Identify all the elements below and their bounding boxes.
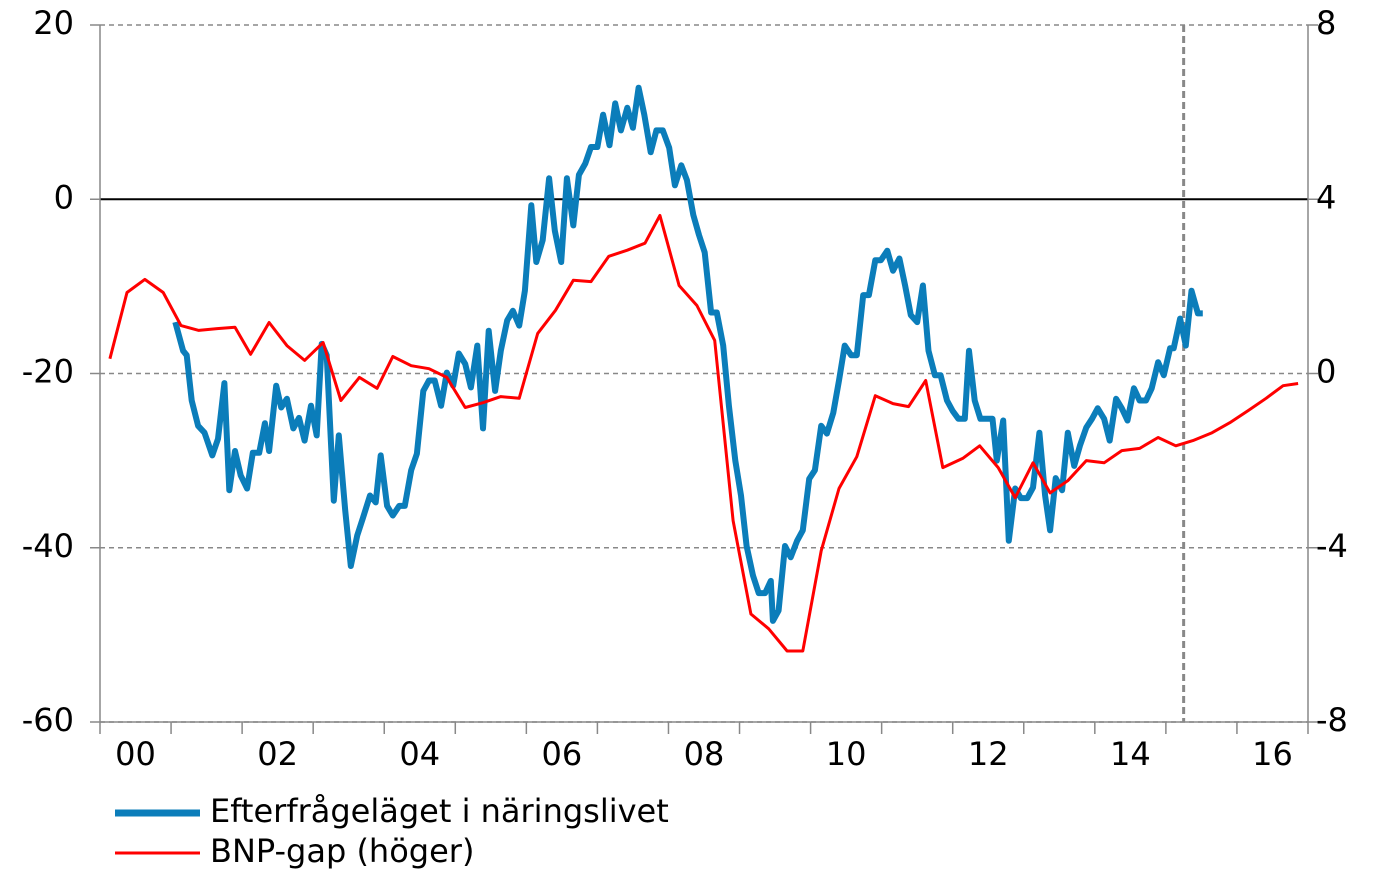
x-tick-label: 08 <box>684 735 725 773</box>
y2-tick-label: 0 <box>1316 353 1336 391</box>
series-line <box>172 84 1203 624</box>
x-tick-label: 14 <box>1110 735 1151 773</box>
y-tick-label: -60 <box>22 701 74 739</box>
x-tick-label: 00 <box>115 735 156 773</box>
y2-tick-label: 8 <box>1316 4 1336 42</box>
legend-label: Efterfrågeläget i näringslivet <box>210 792 669 830</box>
y2-tick-label: -4 <box>1316 527 1348 565</box>
y2-tick-label: 4 <box>1316 178 1336 216</box>
y-tick-label: 20 <box>33 4 74 42</box>
x-tick-label: 06 <box>542 735 583 773</box>
x-tick-label: 12 <box>968 735 1009 773</box>
x-tick-label: 16 <box>1252 735 1293 773</box>
series-line <box>108 213 1299 653</box>
y-tick-label: -20 <box>22 353 74 391</box>
y-tick-label: -40 <box>22 527 74 565</box>
x-tick-label: 04 <box>399 735 440 773</box>
x-tick-label: 10 <box>826 735 867 773</box>
y-tick-label: 0 <box>54 178 74 216</box>
x-tick-label: 02 <box>257 735 298 773</box>
y2-tick-label: -8 <box>1316 701 1348 739</box>
legend-label: BNP-gap (höger) <box>210 832 474 870</box>
